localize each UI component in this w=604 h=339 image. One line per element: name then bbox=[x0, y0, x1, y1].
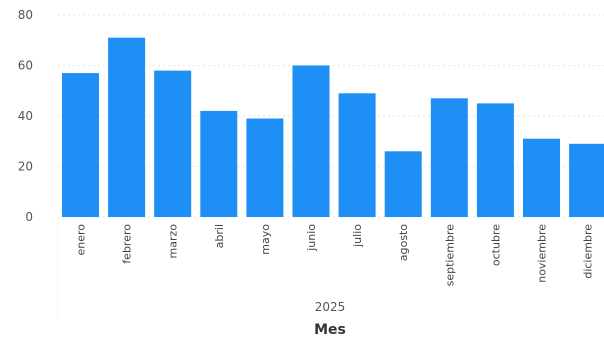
bar-mayo[interactable] bbox=[246, 118, 284, 218]
y-axis: 0 20 40 60 80 bbox=[18, 8, 33, 224]
x-tick-label: junio bbox=[305, 224, 318, 252]
x-axis: enero febrero marzo abril mayo junio julio agos… bbox=[75, 224, 595, 287]
bar-abril[interactable] bbox=[200, 110, 238, 217]
x-tick-label: abril bbox=[213, 224, 226, 248]
bars bbox=[62, 37, 604, 218]
bar-agosto[interactable] bbox=[384, 151, 422, 217]
x-tick-label: noviembre bbox=[536, 224, 549, 283]
bar-julio[interactable] bbox=[338, 93, 376, 217]
group-label: 2025 bbox=[315, 300, 346, 314]
bar-octubre[interactable] bbox=[476, 103, 514, 217]
x-tick-label: septiembre bbox=[443, 224, 456, 287]
x-tick-label: enero bbox=[75, 224, 88, 256]
x-tick-label: diciembre bbox=[582, 224, 595, 279]
bar-septiembre[interactable] bbox=[430, 98, 468, 217]
y-tick-label: 80 bbox=[18, 8, 33, 22]
y-tick-label: 0 bbox=[25, 210, 33, 224]
x-tick-label: julio bbox=[351, 224, 364, 248]
bar-noviembre[interactable] bbox=[523, 138, 560, 217]
x-tick-label: marzo bbox=[167, 224, 180, 259]
y-tick-label: 60 bbox=[18, 59, 33, 73]
y-tick-label: 20 bbox=[18, 160, 33, 174]
x-tick-label: mayo bbox=[259, 224, 272, 255]
bar-febrero[interactable] bbox=[108, 37, 146, 218]
bar-junio[interactable] bbox=[292, 65, 330, 218]
bar-enero[interactable] bbox=[62, 73, 99, 217]
bar-marzo[interactable] bbox=[154, 70, 192, 217]
bar-diciembre[interactable] bbox=[569, 143, 604, 217]
x-tick-label: febrero bbox=[121, 224, 134, 264]
x-tick-label: octubre bbox=[489, 224, 502, 266]
x-tick-label: agosto bbox=[397, 224, 410, 261]
y-tick-label: 40 bbox=[18, 109, 33, 123]
x-axis-title: Mes bbox=[314, 322, 346, 338]
